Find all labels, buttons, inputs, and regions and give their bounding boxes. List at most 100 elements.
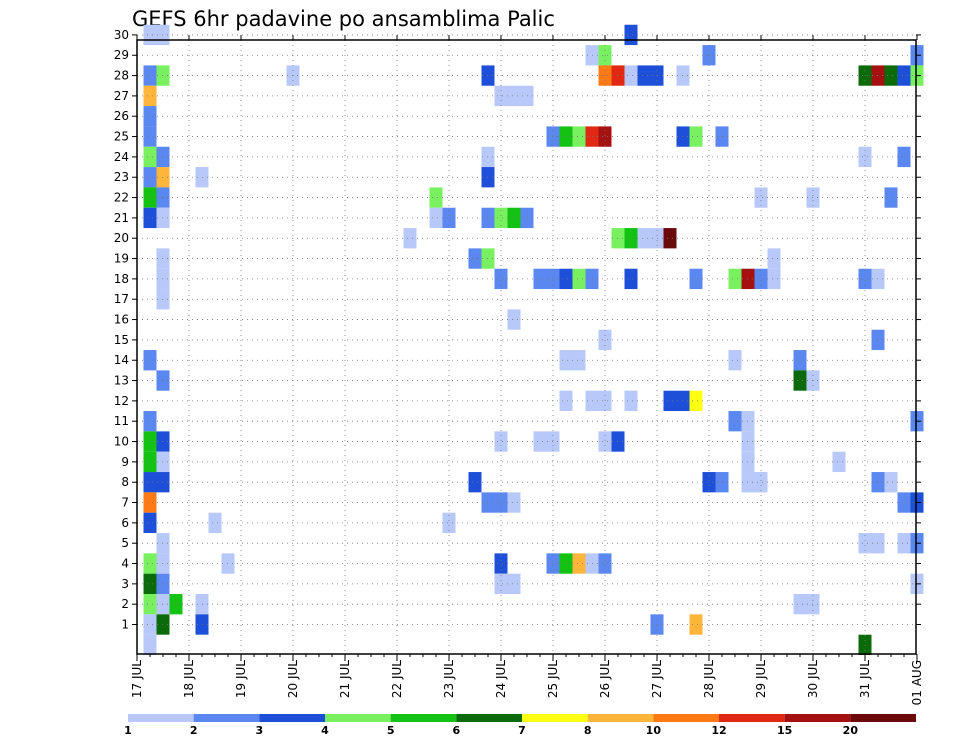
data-cell xyxy=(832,451,846,473)
data-cell xyxy=(793,370,807,391)
data-cell xyxy=(143,472,157,493)
y-tick-label: 14 xyxy=(114,353,129,367)
data-cell xyxy=(468,248,482,269)
colorbar-label: 2 xyxy=(190,724,198,737)
data-cell xyxy=(143,451,157,473)
y-tick-label: 29 xyxy=(114,48,129,62)
y-tick-label: 22 xyxy=(114,191,129,205)
y-tick-label: 5 xyxy=(121,536,129,550)
data-cell xyxy=(143,411,157,432)
data-cell xyxy=(897,146,911,168)
colorbar-swatch xyxy=(390,714,457,722)
x-tick-label: 20 JUL xyxy=(286,660,300,698)
data-cell xyxy=(767,248,781,269)
colorbar-swatch xyxy=(325,714,391,722)
colorbar-swatch xyxy=(193,714,260,722)
y-tick-label: 28 xyxy=(114,69,129,83)
plot-frame xyxy=(136,39,917,655)
y-tick-label: 13 xyxy=(114,374,129,388)
x-tick-label: 27 JUL xyxy=(650,660,664,698)
data-cell xyxy=(494,431,508,452)
data-cell xyxy=(572,553,586,574)
y-tick-label: 12 xyxy=(114,394,129,408)
data-cell xyxy=(663,228,677,249)
data-cell xyxy=(897,492,911,513)
data-cell xyxy=(598,329,612,351)
data-cell xyxy=(143,187,157,208)
data-cell xyxy=(143,65,157,86)
colorbar-swatch xyxy=(653,714,719,722)
y-tick-label: 10 xyxy=(114,435,129,449)
y-tick-label: 8 xyxy=(121,475,129,489)
y-tick-label: 20 xyxy=(114,231,129,245)
data-cell xyxy=(143,594,157,615)
data-cell xyxy=(858,634,872,656)
data-cell xyxy=(858,268,872,290)
data-cell xyxy=(143,126,157,147)
data-cell xyxy=(143,431,157,452)
data-cell xyxy=(507,573,521,595)
x-tick-label: 30 JUL xyxy=(806,660,820,698)
data-cell xyxy=(143,106,157,127)
data-cell xyxy=(897,65,911,86)
data-cell xyxy=(468,472,482,493)
data-cell xyxy=(572,350,586,371)
colorbar-swatch xyxy=(522,714,588,722)
data-cell xyxy=(624,24,638,46)
data-cell xyxy=(728,350,742,371)
chart-title: GEFS 6hr padavine po ansamblima Palic xyxy=(132,7,555,31)
data-cell xyxy=(598,553,612,574)
data-cell xyxy=(143,573,157,595)
y-tick-label: 25 xyxy=(114,130,129,144)
data-cell xyxy=(624,390,638,412)
data-cell xyxy=(793,594,807,615)
data-cell xyxy=(754,187,768,208)
data-cell xyxy=(572,268,586,290)
x-tick-label: 29 JUL xyxy=(754,660,768,698)
colorbar-swatch xyxy=(784,714,851,722)
colorbar: 1 2 3 4 5 6 7 8 10 12 15 20 xyxy=(124,714,916,737)
y-tick-label: 2 xyxy=(121,597,129,611)
data-cell xyxy=(572,126,586,147)
data-cell xyxy=(143,350,157,371)
data-cell xyxy=(559,350,573,371)
data-cell xyxy=(143,85,157,107)
y-tick-label: 21 xyxy=(114,211,129,225)
y-tick-label: 11 xyxy=(114,414,129,428)
data-cell xyxy=(754,268,768,290)
colorbar-label: 6 xyxy=(453,724,461,737)
data-cell xyxy=(143,553,157,574)
data-cell xyxy=(598,431,612,452)
data-cell xyxy=(858,533,872,554)
y-tick-label: 16 xyxy=(114,313,129,327)
data-cell xyxy=(442,512,456,534)
data-cell xyxy=(494,573,508,595)
x-tick-label: 28 JUL xyxy=(702,660,716,698)
data-cell xyxy=(793,350,807,371)
data-cell xyxy=(897,533,911,554)
data-cell xyxy=(728,268,742,290)
y-tick-label: 24 xyxy=(114,150,129,164)
data-cell xyxy=(143,146,157,168)
x-tick-label: 01 AUG xyxy=(910,660,924,705)
data-cell xyxy=(689,268,703,290)
colorbar-swatch xyxy=(850,714,916,722)
data-cell xyxy=(429,187,443,208)
data-cells xyxy=(143,24,924,656)
x-tick-label: 22 JUL xyxy=(390,660,404,698)
data-cell xyxy=(884,187,898,208)
data-cell xyxy=(884,472,898,493)
y-tick-label: 1 xyxy=(121,618,129,632)
data-cell xyxy=(559,268,573,290)
colorbar-swatch xyxy=(719,714,785,722)
data-cell xyxy=(143,512,157,534)
x-tick-label: 23 JUL xyxy=(442,660,456,698)
x-tick-label: 26 JUL xyxy=(598,660,612,698)
y-tick-label: 6 xyxy=(121,516,129,530)
data-cell xyxy=(507,85,521,107)
colorbar-label: 12 xyxy=(711,724,726,737)
data-cell xyxy=(403,228,417,249)
colorbar-label: 15 xyxy=(777,724,792,737)
x-tick-label: 18 JUL xyxy=(182,660,196,698)
colorbar-label: 1 xyxy=(124,724,132,737)
